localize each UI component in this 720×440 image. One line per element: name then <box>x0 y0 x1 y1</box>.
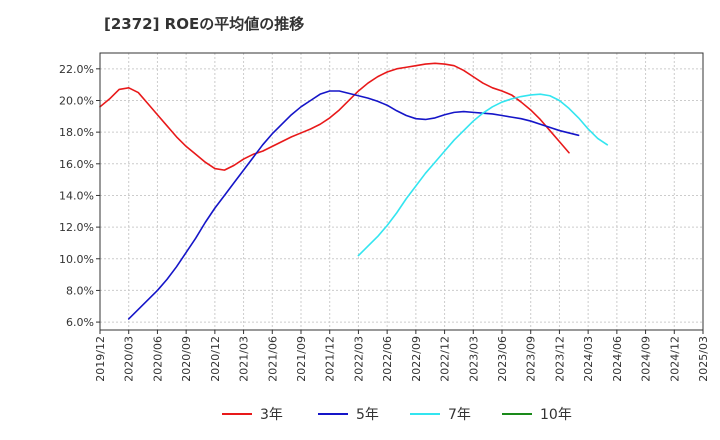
x-tick-label: 2020/03 <box>123 336 136 382</box>
legend-label-3年: 3年 <box>260 407 283 423</box>
x-tick-label: 2023/09 <box>525 336 538 382</box>
y-tick-label: 16.0% <box>59 158 94 171</box>
x-tick-label: 2020/09 <box>180 336 193 382</box>
y-tick-label: 8.0% <box>66 284 94 297</box>
x-tick-label: 2021/09 <box>295 336 308 382</box>
x-tick-label: 2022/09 <box>410 336 423 382</box>
series-line-5年 <box>127 90 580 320</box>
x-tick-label: 2021/06 <box>266 336 279 382</box>
x-tick-label: 2023/06 <box>496 336 509 382</box>
x-tick-label: 2021/12 <box>324 336 337 382</box>
legend: 3年 5年 7年 10年 <box>222 407 572 423</box>
grid-lines <box>100 53 703 330</box>
x-tick-label: 2024/09 <box>640 336 653 382</box>
y-tick-label: 14.0% <box>59 189 94 202</box>
y-tick-label: 20.0% <box>59 94 94 107</box>
y-tick-label: 10.0% <box>59 253 94 266</box>
plot-border <box>99 52 704 331</box>
plot-background <box>100 53 703 330</box>
x-tick-label: 2023/12 <box>553 336 566 382</box>
x-tick-label: 2020/06 <box>151 336 164 382</box>
chart-title: [2372] ROEの平均値の推移 <box>104 15 305 33</box>
x-tick-label: 2025/03 <box>697 336 710 382</box>
series-line-7年 <box>357 93 609 257</box>
x-tick-label: 2024/06 <box>611 336 624 382</box>
y-tick-label: 22.0% <box>59 63 94 76</box>
y-tick-label: 12.0% <box>59 221 94 234</box>
y-tick-label: 18.0% <box>59 126 94 139</box>
series-line-3年 <box>99 62 570 171</box>
x-tick-label: 2020/12 <box>209 336 222 382</box>
x-tick-label: 2022/06 <box>381 336 394 382</box>
x-tick-label: 2019/12 <box>94 336 107 382</box>
x-tick-label: 2021/03 <box>238 336 251 382</box>
x-tick-label: 2022/03 <box>352 336 365 382</box>
x-tick-label: 2023/03 <box>467 336 480 382</box>
series-layer <box>99 62 609 320</box>
x-tick-label: 2024/03 <box>582 336 595 382</box>
x-tick-label: 2024/12 <box>668 336 681 382</box>
x-tick-label: 2022/12 <box>439 336 452 382</box>
legend-label-10年: 10年 <box>540 407 572 423</box>
y-axis-ticks: 6.0% 8.0% 10.0% 12.0% 14.0% 16.0% 18.0% 20.0% 22… <box>59 63 100 329</box>
y-tick-label: 6.0% <box>66 316 94 329</box>
legend-label-5年: 5年 <box>356 407 379 423</box>
legend-label-7年: 7年 <box>448 407 471 423</box>
x-axis-ticks: 2019/12 2020/03 2020/06 2020/09 2020/12 2021/… <box>94 330 710 382</box>
